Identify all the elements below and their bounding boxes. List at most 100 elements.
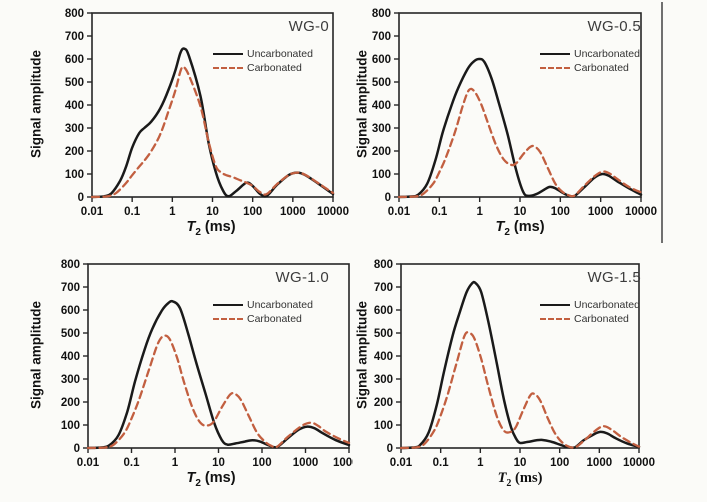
plot-wg-0: 0 100 200 300 400 500 600 700 800 0.01 0.1 1 10 100 10… <box>65 8 349 218</box>
plot-frame <box>398 12 642 198</box>
y-tick-label: 600 <box>61 305 80 317</box>
x-tick-label: 0.1 <box>124 206 141 218</box>
y-tick-label: 200 <box>374 397 393 409</box>
legend-item-carbonated: Carbonated <box>213 61 313 75</box>
y-tick-label: 100 <box>61 420 80 432</box>
x-tick-label: 1000 <box>280 206 306 218</box>
carbonated-curve <box>86 334 351 450</box>
x-tick-label: 0.1 <box>431 206 448 218</box>
carbonated-line-swatch <box>213 67 243 69</box>
y-tick-label: 0 <box>385 192 391 204</box>
y-tick-label: 800 <box>372 8 391 20</box>
y-axis-label: Signal amplitude <box>28 49 44 159</box>
x-tick-label: 0.01 <box>77 457 100 469</box>
x-tick-label: 10000 <box>333 457 353 469</box>
plot-wg-1-5: 0 100 200 300 400 500 600 700 800 0.01 0.1 1 10 100 10… <box>374 259 655 469</box>
x-tick-label: 10 <box>514 206 527 218</box>
y-tick-label: 700 <box>65 31 84 43</box>
x-tick-label: 10 <box>212 457 225 469</box>
y-tick-label: 500 <box>61 328 80 340</box>
y-tick-label: 0 <box>78 192 84 204</box>
panel-wg-0: 0 100 200 300 400 500 600 700 800 0.01 0.1 1 10 100 10… <box>0 0 353 251</box>
x-tick-label: 10000 <box>625 206 657 218</box>
x-tick-label: 10000 <box>623 457 655 469</box>
x-tick-label: 1000 <box>587 457 613 469</box>
x-tick-label: 100 <box>252 457 271 469</box>
legend-label-uncarbonated: Uncarbonated <box>247 48 313 60</box>
plot-wg-1-0: 0 100 200 300 400 500 600 700 800 0.01 0.1 1 10 100 10… <box>61 259 353 469</box>
legend-item-uncarbonated: Uncarbonated <box>213 47 313 61</box>
legend-item-carbonated: Carbonated <box>540 312 640 326</box>
y-tick-label: 800 <box>65 8 84 20</box>
y-tick-label: 0 <box>387 443 393 455</box>
y-tick-label: 200 <box>61 397 80 409</box>
x-tick-label: 1000 <box>588 206 614 218</box>
x-axis-label: T2 (ms) <box>186 219 236 238</box>
legend: Uncarbonated Carbonated <box>540 298 640 326</box>
y-tick-label: 200 <box>372 146 391 158</box>
x-tick-label: 100 <box>551 206 570 218</box>
y-axis-label: Signal amplitude <box>354 300 370 410</box>
carbonated-line-swatch <box>540 318 570 320</box>
plot-frame <box>87 263 350 449</box>
carbonated-line-swatch <box>540 67 570 69</box>
y-tick-label: 500 <box>372 77 391 89</box>
x-tick-label: 10000 <box>317 206 349 218</box>
panel-title: WG-1.5 <box>587 269 641 286</box>
legend-label-uncarbonated: Uncarbonated <box>247 299 313 311</box>
y-tick-label: 300 <box>372 123 391 135</box>
x-tick-label: 0.01 <box>81 206 104 218</box>
uncarbonated-curve <box>399 280 641 450</box>
y-tick-label: 300 <box>374 374 393 386</box>
right-border-line <box>661 2 663 243</box>
x-tick-label: 0.01 <box>390 457 413 469</box>
panel-wg-1-5: 0 100 200 300 400 500 600 700 800 0.01 0.1 1 10 100 10… <box>354 251 707 502</box>
legend: Uncarbonated Carbonated <box>540 47 640 75</box>
legend-label-carbonated: Carbonated <box>247 62 302 74</box>
y-tick-label: 700 <box>374 282 393 294</box>
y-tick-label: 600 <box>65 54 84 66</box>
y-tick-label: 300 <box>61 374 80 386</box>
panel-title: WG-0 <box>288 18 329 35</box>
panel-wg-1-0: 0 100 200 300 400 500 600 700 800 0.01 0.1 1 10 100 10… <box>0 251 354 502</box>
uncarbonated-line-swatch <box>540 304 570 306</box>
legend: Uncarbonated Carbonated <box>213 298 313 326</box>
y-tick-label: 0 <box>74 443 80 455</box>
plot-frame <box>91 12 334 198</box>
y-tick-label: 100 <box>65 169 84 181</box>
y-tick-label: 800 <box>374 259 393 271</box>
y-tick-label: 200 <box>65 146 84 158</box>
legend-label-carbonated: Carbonated <box>574 313 629 325</box>
plot-wg-0-5: 0 100 200 300 400 500 600 700 800 0.01 0.1 1 10 100 10… <box>372 8 657 218</box>
uncarbonated-line-swatch <box>213 53 243 55</box>
y-tick-label: 400 <box>372 100 391 112</box>
plot-frame <box>400 263 640 449</box>
y-tick-label: 700 <box>61 282 80 294</box>
legend-label-carbonated: Carbonated <box>247 313 302 325</box>
y-tick-label: 300 <box>65 123 84 135</box>
y-tick-label: 400 <box>65 100 84 112</box>
carbonated-curve <box>90 65 335 199</box>
y-tick-label: 400 <box>374 351 393 363</box>
legend-item-carbonated: Carbonated <box>540 61 640 75</box>
uncarbonated-line-swatch <box>213 304 243 306</box>
carbonated-line-swatch <box>213 318 243 320</box>
y-tick-label: 400 <box>61 351 80 363</box>
legend-item-uncarbonated: Uncarbonated <box>213 298 313 312</box>
panel-wg-0-5: 0 100 200 300 400 500 600 700 800 0.01 0.1 1 10 100 10… <box>354 0 707 251</box>
carbonated-curve <box>397 87 643 199</box>
x-axis-label: T2 (ms) <box>497 470 543 489</box>
y-axis-label: Signal amplitude <box>354 49 370 159</box>
y-tick-label: 600 <box>374 305 393 317</box>
y-tick-label: 100 <box>374 420 393 432</box>
legend-item-carbonated: Carbonated <box>213 312 313 326</box>
y-tick-label: 600 <box>372 54 391 66</box>
x-tick-label: 0.1 <box>433 457 450 469</box>
panel-title: WG-1.0 <box>275 269 329 286</box>
uncarbonated-curve <box>86 299 351 450</box>
carbonated-curve <box>399 331 641 450</box>
legend: Uncarbonated Carbonated <box>213 47 313 75</box>
legend-item-uncarbonated: Uncarbonated <box>540 47 640 61</box>
x-axis-label: T2 (ms) <box>186 470 236 489</box>
